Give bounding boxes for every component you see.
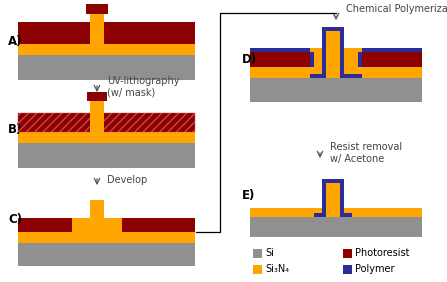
Bar: [122, 218, 195, 232]
Bar: [314, 213, 322, 217]
Text: E): E): [242, 190, 255, 202]
Bar: [18, 218, 72, 232]
Bar: [344, 74, 362, 78]
Bar: [18, 44, 195, 55]
Bar: [72, 218, 122, 243]
Text: C): C): [8, 213, 22, 226]
Bar: [310, 48, 362, 78]
Bar: [18, 22, 195, 44]
Bar: [86, 4, 108, 14]
Bar: [310, 74, 322, 78]
Bar: [344, 213, 352, 217]
Bar: [250, 217, 422, 241]
Bar: [362, 48, 422, 52]
Text: Resist removal
w/ Acetone: Resist removal w/ Acetone: [330, 142, 402, 164]
Bar: [253, 249, 262, 258]
Bar: [18, 55, 195, 80]
Bar: [250, 208, 422, 217]
Text: Si: Si: [265, 248, 274, 258]
Bar: [18, 113, 195, 132]
Bar: [87, 92, 107, 101]
Text: A): A): [8, 36, 22, 49]
Text: D): D): [242, 54, 257, 67]
Bar: [340, 27, 344, 78]
Text: B): B): [8, 124, 22, 136]
Bar: [326, 179, 340, 217]
Bar: [18, 113, 195, 132]
Bar: [90, 92, 104, 143]
Bar: [90, 4, 104, 55]
Bar: [310, 52, 314, 67]
Bar: [18, 243, 195, 266]
Bar: [322, 27, 344, 31]
Bar: [326, 27, 340, 78]
Text: Photoresist: Photoresist: [355, 248, 409, 258]
Text: Develop: Develop: [107, 175, 147, 185]
Bar: [18, 232, 195, 243]
Text: UV-lithography
(w/ mask): UV-lithography (w/ mask): [107, 76, 180, 98]
Bar: [18, 132, 195, 143]
Bar: [250, 67, 422, 78]
Bar: [90, 200, 104, 243]
Bar: [343, 249, 352, 258]
Bar: [343, 265, 352, 274]
Bar: [340, 179, 344, 217]
Bar: [250, 78, 422, 102]
Bar: [250, 48, 310, 52]
Text: Chemical Polymerization: Chemical Polymerization: [346, 4, 447, 14]
Bar: [253, 265, 262, 274]
Bar: [250, 48, 310, 67]
Bar: [18, 143, 195, 168]
Bar: [358, 52, 362, 67]
Bar: [322, 179, 344, 183]
Bar: [322, 27, 326, 78]
Bar: [322, 179, 326, 217]
Bar: [362, 48, 422, 67]
Text: Polymer: Polymer: [355, 264, 395, 274]
Text: Si₃N₄: Si₃N₄: [265, 264, 289, 274]
Bar: [247, 237, 439, 277]
